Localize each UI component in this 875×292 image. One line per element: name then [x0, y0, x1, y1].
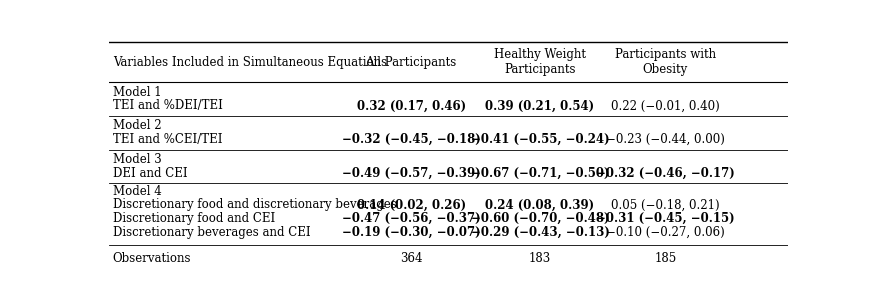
Text: 185: 185 [654, 252, 676, 265]
Text: 183: 183 [528, 252, 551, 265]
Text: Variables Included in Simultaneous Equations: Variables Included in Simultaneous Equat… [113, 55, 387, 69]
Text: −0.10 (−0.27, 0.06): −0.10 (−0.27, 0.06) [606, 226, 724, 239]
Text: TEI and %CEI/TEI: TEI and %CEI/TEI [113, 133, 222, 146]
Text: Discretionary beverages and CEI: Discretionary beverages and CEI [113, 226, 311, 239]
Text: −0.41 (−0.55, −0.24): −0.41 (−0.55, −0.24) [471, 133, 609, 146]
Text: All Participants: All Participants [366, 55, 457, 69]
Text: 0.24 (0.08, 0.39): 0.24 (0.08, 0.39) [486, 198, 594, 211]
Text: Model 4: Model 4 [113, 185, 162, 198]
Text: −0.19 (−0.30, −0.07): −0.19 (−0.30, −0.07) [342, 226, 480, 239]
Text: Observations: Observations [113, 252, 192, 265]
Text: −0.31 (−0.45, −0.15): −0.31 (−0.45, −0.15) [596, 212, 735, 225]
Text: Model 3: Model 3 [113, 153, 162, 166]
Text: −0.47 (−0.56, −0.37): −0.47 (−0.56, −0.37) [342, 212, 480, 225]
Text: Model 2: Model 2 [113, 119, 161, 132]
Text: 0.39 (0.21, 0.54): 0.39 (0.21, 0.54) [486, 100, 594, 112]
Text: −0.49 (−0.57, −0.39): −0.49 (−0.57, −0.39) [342, 167, 480, 180]
Text: −0.23 (−0.44, 0.00): −0.23 (−0.44, 0.00) [606, 133, 724, 146]
Text: 0.32 (0.17, 0.46): 0.32 (0.17, 0.46) [357, 100, 466, 112]
Text: Healthy Weight
Participants: Healthy Weight Participants [494, 48, 586, 76]
Text: 0.05 (−0.18, 0.21): 0.05 (−0.18, 0.21) [611, 198, 720, 211]
Text: −0.32 (−0.45, −0.18): −0.32 (−0.45, −0.18) [342, 133, 480, 146]
Text: DEI and CEI: DEI and CEI [113, 167, 187, 180]
Text: −0.60 (−0.70, −0.48): −0.60 (−0.70, −0.48) [471, 212, 609, 225]
Text: −0.32 (−0.46, −0.17): −0.32 (−0.46, −0.17) [596, 167, 735, 180]
Text: Model 1: Model 1 [113, 86, 161, 99]
Text: 0.22 (−0.01, 0.40): 0.22 (−0.01, 0.40) [611, 100, 720, 112]
Text: 364: 364 [400, 252, 423, 265]
Text: TEI and %DEI/TEI: TEI and %DEI/TEI [113, 100, 222, 112]
Text: Discretionary food and CEI: Discretionary food and CEI [113, 212, 275, 225]
Text: Participants with
Obesity: Participants with Obesity [615, 48, 716, 76]
Text: 0.14 (0.02, 0.26): 0.14 (0.02, 0.26) [357, 198, 466, 211]
Text: Discretionary food and discretionary beverages: Discretionary food and discretionary bev… [113, 198, 396, 211]
Text: −0.67 (−0.71, −0.50): −0.67 (−0.71, −0.50) [471, 167, 609, 180]
Text: −0.29 (−0.43, −0.13): −0.29 (−0.43, −0.13) [471, 226, 609, 239]
